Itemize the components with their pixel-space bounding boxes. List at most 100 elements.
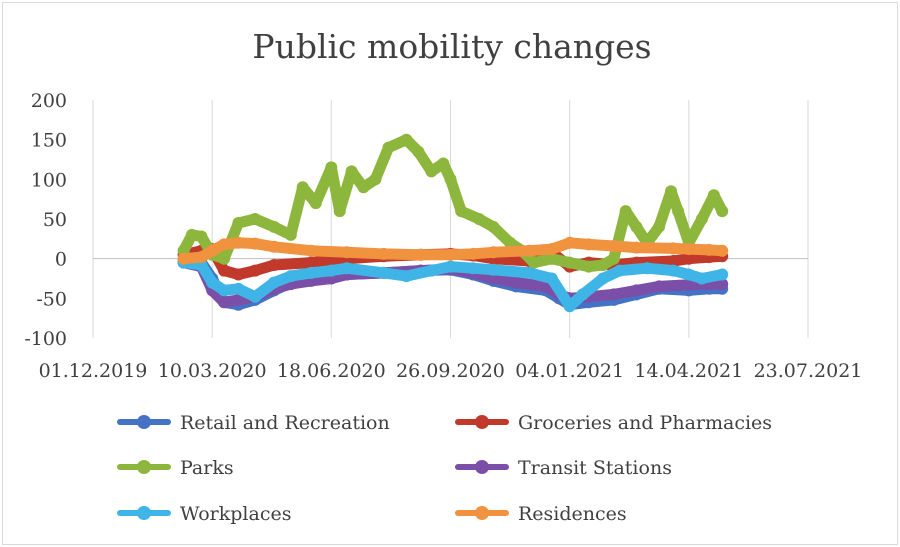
data-point [232,282,245,295]
data-point [185,228,198,241]
y-tick-label: -100 [24,328,67,350]
chart-title: Public mobility changes [252,27,651,66]
data-point [232,217,245,229]
data-point [682,278,695,291]
data-point [340,246,353,259]
data-point [400,270,413,283]
series-line [178,257,728,312]
data-point [249,237,262,250]
data-point [630,284,643,297]
legend-label: Parks [180,457,234,479]
data-point [268,240,281,253]
y-axis-ticks: -100 -50 0 50 100 150 200 [24,90,67,350]
data-point [682,268,695,281]
legend-label: Workplaces [180,503,291,525]
data-point [249,290,262,303]
data-point [582,260,595,273]
data-point [473,213,486,225]
legend-label: Groceries and Pharmacies [518,412,772,434]
data-point [284,270,297,283]
y-tick-label: 200 [31,90,67,112]
data-point [630,241,643,254]
legend-label: Residences [518,503,627,525]
y-tick-label: 150 [31,130,67,152]
data-point [597,259,609,271]
x-tick-label: 14.04.2021 [634,360,743,382]
data-point [545,243,558,256]
data-point [206,276,219,289]
data-point [653,220,665,233]
data-point [268,259,281,271]
legend-label: Transit Stations [518,457,672,479]
legend-item: Transit Stations [455,457,672,479]
legend-item: Retail and Recreation [117,412,390,434]
data-point [284,228,297,241]
data-point [716,278,729,291]
data-point [414,248,427,261]
data-point [582,238,595,251]
data-point [325,161,338,174]
data-point [455,205,468,218]
data-point [523,244,536,257]
data-point [682,252,695,265]
data-point [425,264,438,277]
data-point [641,262,654,275]
legend-swatch-marker [137,415,151,429]
y-tick-label: 50 [43,209,67,231]
legend-item: Groceries and Pharmacies [455,412,772,434]
data-point [444,260,457,273]
data-point [333,205,346,218]
data-point [325,264,338,277]
data-point [382,141,395,154]
data-point [653,280,665,293]
data-point [672,205,685,218]
data-point [357,181,370,194]
data-point [607,240,620,252]
data-point [305,244,318,257]
x-tick-label: 23.07.2021 [754,360,863,382]
data-point [716,244,729,257]
data-point [707,189,720,202]
x-tick-label: 04.01.2021 [515,360,624,382]
data-point [563,300,576,313]
data-point [467,262,480,275]
x-axis-ticks: 01.12.2019 10.03.2020 18.06.2020 26.09.2020… [39,360,863,382]
data-point [527,256,540,269]
data-point [218,238,231,251]
legend: Retail and Recreation Groceries and Pharm… [117,412,772,525]
data-point [695,213,708,225]
data-point [545,272,558,285]
data-point [576,288,589,301]
data-point [487,220,500,233]
data-point [425,165,438,178]
data-point [377,247,390,260]
data-point [504,236,517,249]
x-tick-label: 26.09.2020 [396,360,505,382]
data-point [232,293,245,306]
data-point [695,272,708,285]
data-point [232,268,245,281]
data-point [563,256,576,269]
data-point [716,268,729,281]
data-point [510,276,522,289]
data-point [682,243,695,256]
data-point [523,266,536,279]
x-tick-label: 18.06.2020 [277,360,386,382]
data-point [665,185,677,198]
x-tick-label: 10.03.2020 [158,360,267,382]
data-point [218,264,231,277]
data-point [400,133,413,146]
data-point [296,181,309,194]
legend-label: Retail and Recreation [180,412,390,434]
data-point [218,296,231,309]
data-point [597,272,609,285]
data-point [667,264,680,277]
data-point [667,255,680,267]
data-point [444,248,457,261]
legend-item: Workplaces [117,503,291,525]
data-point [630,220,643,233]
data-point [232,236,245,249]
data-point [305,266,318,279]
data-point [195,230,208,243]
